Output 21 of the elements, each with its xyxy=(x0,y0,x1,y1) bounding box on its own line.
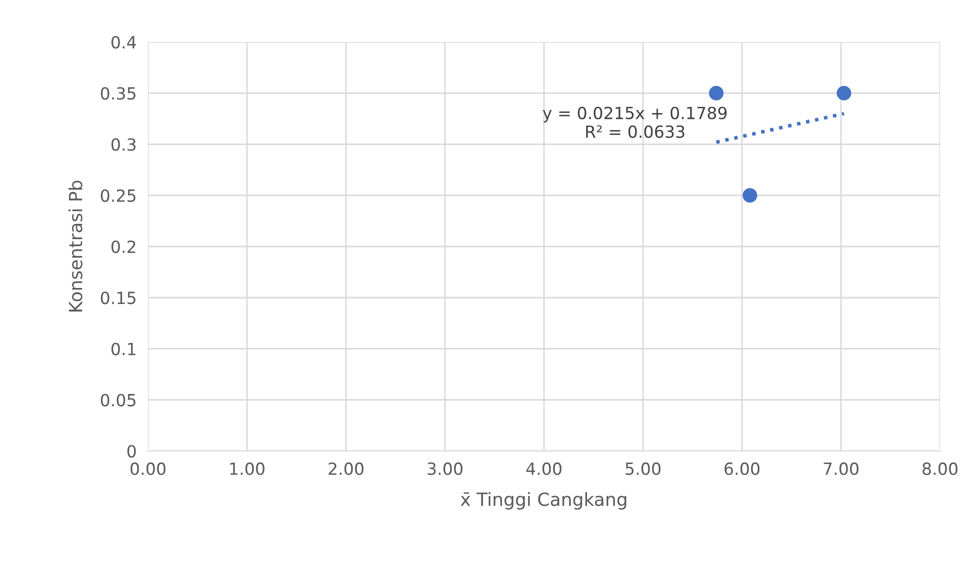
y-tick-label: 0.1 xyxy=(111,342,136,356)
y-tick-label: 0.3 xyxy=(111,138,136,151)
y-tick-label: 0.05 xyxy=(100,394,136,406)
x-axis-title: x̄ Tinggi Cangkang xyxy=(460,492,626,510)
y-tick-label: 0.2 xyxy=(111,240,136,254)
y-tick-label: 0.35 xyxy=(100,87,136,100)
y-tick-label: 0 xyxy=(127,444,136,458)
y-axis-title: Konsentrasi Pb xyxy=(68,180,82,312)
x-tick-label: 6.00 xyxy=(724,462,760,476)
x-tick-label: 5.00 xyxy=(626,462,660,476)
y-tick-label: 0.15 xyxy=(100,292,136,304)
x-tick-label: 1.00 xyxy=(230,462,264,476)
x-tick-label: 4.00 xyxy=(526,462,562,476)
x-tick-label: 3.00 xyxy=(428,462,462,476)
x-tick-label: 7.00 xyxy=(824,462,858,476)
y-tick-label: 0.4 xyxy=(111,36,136,49)
x-tick-label: 0.00 xyxy=(130,462,166,476)
y-tick-label: 0.25 xyxy=(100,189,136,202)
x-tick-label: 2.00 xyxy=(328,462,364,476)
x-tick-label: 8.00 xyxy=(922,462,958,476)
annotation: y = 0.0215x + 0.1789 R² = 0.0633 xyxy=(542,106,727,138)
